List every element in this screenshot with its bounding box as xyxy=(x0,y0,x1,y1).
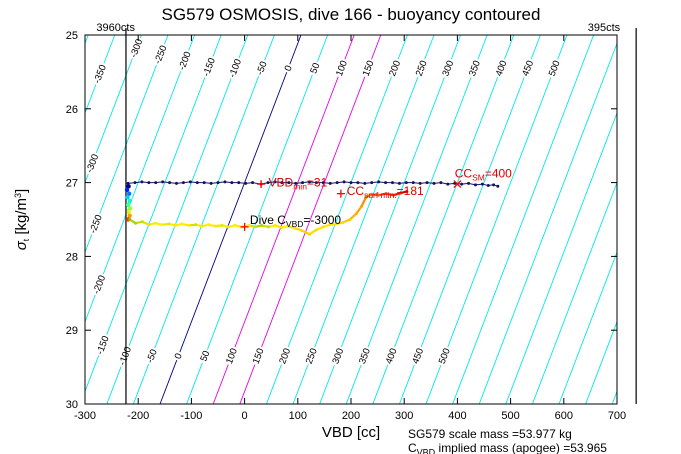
y-tick-label: 28 xyxy=(66,251,78,263)
x-tick-label: 200 xyxy=(342,410,360,422)
footer-text: SG579 scale mass =53.977 kg CVBD implied… xyxy=(408,427,607,454)
contour-label: 350 xyxy=(467,59,483,78)
contour-label: 150 xyxy=(251,347,267,366)
contour-label: 0 xyxy=(173,352,185,361)
x-tick-label: 700 xyxy=(608,410,626,422)
contour-label: 150 xyxy=(361,59,377,78)
contour-label: -350 xyxy=(92,63,109,85)
contour-label: -200 xyxy=(177,50,194,72)
x-tick-label: 500 xyxy=(501,410,519,422)
contour-label: -300 xyxy=(128,38,145,60)
contour-label: -100 xyxy=(227,58,244,80)
y-tick-label: 25 xyxy=(66,30,78,42)
count-limit-label: 3960cts xyxy=(96,22,135,34)
dive-trace xyxy=(128,189,409,236)
cc-sm-marker xyxy=(453,180,462,189)
dive-cvbd-label: Dive CVBD=-3000 xyxy=(250,213,342,229)
vbd-min-label: VBDmin=31 xyxy=(269,175,328,191)
x-tick-label: 300 xyxy=(395,410,413,422)
contour-label: 450 xyxy=(410,347,426,366)
y-tick-label: 27 xyxy=(66,178,78,190)
contour-label: 100 xyxy=(224,347,240,366)
contour-label: -50 xyxy=(255,60,270,77)
contour-label: 200 xyxy=(387,59,403,78)
x-tick-label: 0 xyxy=(242,410,248,422)
contour-label: 350 xyxy=(357,347,373,366)
extreme-markers xyxy=(240,180,462,231)
contour-label: -150 xyxy=(95,334,112,356)
contour-label: -200 xyxy=(91,274,108,296)
dive-cvbd-marker xyxy=(240,222,249,231)
footer-line-scale-mass: SG579 scale mass =53.977 kg xyxy=(408,427,572,441)
contour-label: 500 xyxy=(437,347,453,366)
count-limit-label: 395cts xyxy=(588,22,621,34)
buoyancy-colored-points xyxy=(124,184,133,222)
chart-title: SG579 OSMOSIS, dive 166 - buoyancy conto… xyxy=(161,5,541,24)
contour-label: 0 xyxy=(283,64,295,73)
cc-surf-min-label: CCsurf min.=181 xyxy=(347,184,424,200)
contour-label: -250 xyxy=(88,213,105,235)
x-tick-label: -200 xyxy=(127,410,149,422)
y-tick-label: 30 xyxy=(66,399,78,411)
x-tick-label: 400 xyxy=(448,410,466,422)
contour-label: -150 xyxy=(201,56,218,78)
x-tick-label: 100 xyxy=(289,410,307,422)
contour-label: 50 xyxy=(308,61,322,75)
annotations: VBDmin=31 CCsurf min.=181 CCSM=400 Dive CVB… xyxy=(250,166,512,228)
x-tick-label: 600 xyxy=(555,410,573,422)
contour-label: 300 xyxy=(440,59,456,78)
contour-label: 100 xyxy=(334,59,350,78)
y-tick-label: 26 xyxy=(66,104,78,116)
contour-label: 50 xyxy=(198,349,212,363)
climb-trace xyxy=(126,180,500,188)
x-tick-label: -300 xyxy=(74,410,96,422)
contour-label: 250 xyxy=(414,59,430,78)
contour-label: 500 xyxy=(547,59,563,78)
contour-labels: -350 -300 -300 -250 -250 -200 -200 -150 -150 -100… xyxy=(82,36,564,369)
axis-titles: VBD [cc] σt [kg/m3] xyxy=(13,189,380,441)
contour-label: -300 xyxy=(84,153,101,175)
contour-label: -50 xyxy=(145,348,160,365)
cc-surf-min-marker xyxy=(336,189,345,198)
count-limit-lines: 3960cts 395cts xyxy=(96,22,637,404)
vbd-min-marker xyxy=(257,180,266,189)
footer-line-implied-mass: CVBD implied mass (apogee) =53.965 xyxy=(408,441,607,454)
contour-label: 200 xyxy=(277,347,293,366)
contour-label: 400 xyxy=(384,347,400,366)
contour-label: 450 xyxy=(520,59,536,78)
contour-label: 400 xyxy=(494,59,510,78)
x-axis-label: VBD [cc] xyxy=(322,424,380,441)
axes: -300 -200 -100 0 100 200 300 400 500 600 700252627… xyxy=(66,30,626,422)
x-tick-label: -100 xyxy=(180,410,202,422)
contour-label: 300 xyxy=(330,347,346,366)
contour-label: 250 xyxy=(304,347,320,366)
contour-lines xyxy=(85,35,617,404)
y-axis-label: σt [kg/m3] xyxy=(13,189,31,250)
contour-label: -250 xyxy=(152,44,169,66)
y-tick-label: 29 xyxy=(66,325,78,337)
cc-sm-label: CCSM=400 xyxy=(455,166,512,182)
